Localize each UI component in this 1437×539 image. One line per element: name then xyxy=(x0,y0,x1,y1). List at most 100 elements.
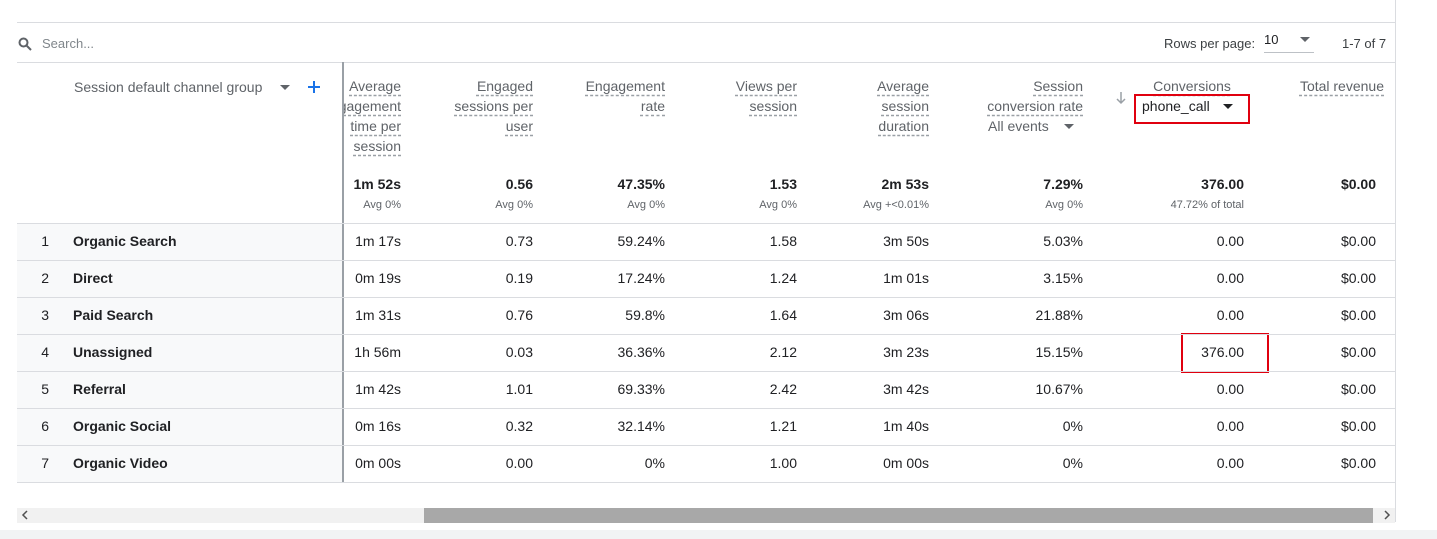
row-index: 6 xyxy=(41,418,49,434)
row-dimension[interactable]: Referral xyxy=(73,381,126,397)
column-header[interactable]: Engaged sessions per user xyxy=(443,76,533,136)
column-title: Conversions xyxy=(1153,78,1231,94)
row-metric: $0.00 xyxy=(1340,270,1376,286)
row-metric: $0.00 xyxy=(1340,307,1376,323)
row-border xyxy=(17,371,1395,372)
search-icon[interactable] xyxy=(18,37,32,51)
row-metric: $0.00 xyxy=(1340,381,1376,397)
row-index: 7 xyxy=(41,455,49,471)
column-total-note: Avg 0% xyxy=(627,199,665,211)
column-title: Average session duration xyxy=(877,78,929,134)
column-title: Engagement rate xyxy=(585,78,665,114)
header-bottom-border xyxy=(17,223,1395,224)
row-dimension[interactable]: Paid Search xyxy=(73,307,154,323)
row-metric: 0.00 xyxy=(1216,233,1244,249)
row-metric: 0.00 xyxy=(1216,455,1244,471)
row-dimension[interactable]: Organic Social xyxy=(73,418,172,434)
row-metric: 1m 31s xyxy=(355,307,401,323)
row-metric: 1h 56m xyxy=(354,344,401,360)
row-metric: 3m 06s xyxy=(883,307,929,323)
conversion-filter[interactable]: phone_call xyxy=(1142,98,1234,114)
column-title: Views per session xyxy=(735,78,797,114)
column-title: Total revenue xyxy=(1299,78,1384,94)
row-metric: 1.58 xyxy=(769,233,797,249)
event-filter[interactable]: All events xyxy=(988,118,1075,134)
row-metric: 0m 16s xyxy=(355,418,401,434)
row-metric: 0.00 xyxy=(1216,270,1244,286)
column-total-note: Avg 0% xyxy=(1045,199,1083,211)
row-metric: 3m 50s xyxy=(883,233,929,249)
row-metric: 59.24% xyxy=(617,233,665,249)
column-title: Average engagement time per session xyxy=(344,78,401,154)
row-metric: 1m 01s xyxy=(883,270,929,286)
column-header[interactable]: Session conversion rate xyxy=(973,76,1083,116)
row-border xyxy=(17,260,1395,261)
row-index: 1 xyxy=(41,233,49,249)
row-metric: 3m 23s xyxy=(883,344,929,360)
column-total: 1m 52s xyxy=(353,176,401,192)
row-index: 4 xyxy=(41,344,49,360)
row-metric: 0m 00s xyxy=(355,455,401,471)
row-metric: 1m 42s xyxy=(355,381,401,397)
column-total-note: Avg 0% xyxy=(363,199,401,211)
row-dimension[interactable]: Organic Search xyxy=(73,233,177,249)
row-metric: 32.14% xyxy=(617,418,665,434)
row-metric: 0% xyxy=(1062,418,1083,434)
column-header[interactable]: Engagement rate xyxy=(575,76,665,116)
row-metric: 3.15% xyxy=(1043,270,1083,286)
rows-per-page-select[interactable]: 10 xyxy=(1264,32,1314,53)
row-dimension[interactable]: Unassigned xyxy=(73,344,153,360)
row-metric: 0.19 xyxy=(505,270,533,286)
row-frozen-bg xyxy=(17,409,342,445)
row-frozen-bg xyxy=(17,335,342,371)
row-frozen-bg xyxy=(17,224,342,260)
column-total-note: Avg 0% xyxy=(495,199,533,211)
row-metric: 59.8% xyxy=(625,307,665,323)
column-header[interactable]: Average engagement time per session xyxy=(344,76,401,156)
scrollbar-thumb[interactable] xyxy=(424,508,1373,523)
row-border xyxy=(17,297,1395,298)
column-header[interactable]: Average session duration xyxy=(861,76,929,136)
row-metric: 3m 42s xyxy=(883,381,929,397)
row-metric: $0.00 xyxy=(1340,233,1376,249)
column-header[interactable]: Conversions xyxy=(1134,76,1250,96)
column-header[interactable]: Total revenue xyxy=(1284,76,1384,96)
column-total: 7.29% xyxy=(1043,176,1083,192)
scroll-right[interactable] xyxy=(1382,510,1392,520)
scroll-left[interactable] xyxy=(20,510,30,520)
metric-headers: Average engagement time per session 1m 52… xyxy=(344,62,1395,223)
row-border xyxy=(17,334,1395,335)
column-header[interactable]: Views per session xyxy=(722,76,797,116)
column-title: Engaged sessions per user xyxy=(454,78,533,134)
row-dimension[interactable]: Organic Video xyxy=(73,455,168,471)
dimension-caret[interactable] xyxy=(279,84,291,92)
dimension-header[interactable]: Session default channel group xyxy=(74,79,263,95)
column-total: 376.00 xyxy=(1201,176,1244,192)
search-input[interactable]: Search... xyxy=(42,36,95,51)
row-metric: 0.32 xyxy=(505,418,533,434)
row-metric: 0m 00s xyxy=(883,455,929,471)
row-dimension[interactable]: Direct xyxy=(73,270,113,286)
row-border xyxy=(17,408,1395,409)
row-metric: 15.15% xyxy=(1035,344,1083,360)
column-total-note: 47.72% of total xyxy=(1170,199,1244,211)
row-metric: 1m 40s xyxy=(883,418,929,434)
row-metric: 1.64 xyxy=(769,307,797,323)
row-metric: 5.03% xyxy=(1043,233,1083,249)
filter-value: All events xyxy=(988,118,1049,134)
row-metric: 0.00 xyxy=(1216,307,1244,323)
column-total: 1.53 xyxy=(769,176,797,192)
row-metric: 0.73 xyxy=(505,233,533,249)
header-top-border xyxy=(17,62,1395,63)
row-frozen-bg xyxy=(17,298,342,334)
column-total: 2m 53s xyxy=(881,176,929,192)
row-frozen-bg xyxy=(17,446,342,482)
column-total: 0.56 xyxy=(505,176,533,192)
sort-arrow[interactable] xyxy=(1116,91,1126,105)
row-metric: 0m 19s xyxy=(355,270,401,286)
column-total: $0.00 xyxy=(1340,176,1376,192)
row-metric: 1.21 xyxy=(769,418,797,434)
add-dimension[interactable] xyxy=(307,80,321,94)
frozen-divider xyxy=(342,62,344,482)
